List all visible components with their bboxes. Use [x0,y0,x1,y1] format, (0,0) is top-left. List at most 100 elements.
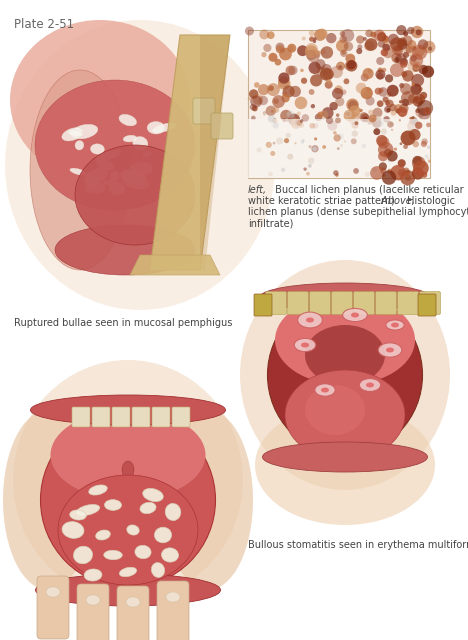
Circle shape [424,107,430,113]
Circle shape [313,123,319,129]
Circle shape [405,175,411,181]
Circle shape [287,44,296,52]
FancyBboxPatch shape [287,291,308,314]
Circle shape [373,128,380,135]
Circle shape [337,147,340,150]
Circle shape [319,110,329,119]
Circle shape [372,122,376,126]
Circle shape [342,51,346,55]
Circle shape [263,44,271,52]
Circle shape [428,47,432,51]
Circle shape [288,45,294,51]
Ellipse shape [255,405,435,525]
Circle shape [321,64,332,75]
Circle shape [285,66,295,76]
Circle shape [411,74,424,86]
Ellipse shape [378,343,402,357]
Ellipse shape [143,151,151,157]
Ellipse shape [154,527,172,543]
Circle shape [320,49,326,54]
Circle shape [366,97,375,106]
Circle shape [387,121,394,128]
Circle shape [387,150,398,161]
Circle shape [313,147,317,151]
Ellipse shape [351,312,359,317]
Circle shape [368,115,376,122]
Circle shape [398,159,406,167]
Circle shape [412,61,421,70]
Circle shape [339,35,347,43]
Circle shape [285,132,291,138]
Circle shape [367,69,372,74]
Ellipse shape [301,342,309,348]
Circle shape [288,66,298,75]
Circle shape [309,123,315,129]
Circle shape [301,114,309,122]
FancyBboxPatch shape [353,291,374,314]
Circle shape [395,108,401,114]
FancyBboxPatch shape [248,119,430,178]
Text: Plate 2-51: Plate 2-51 [14,18,74,31]
Circle shape [272,122,279,129]
Circle shape [400,170,415,186]
Circle shape [309,30,315,36]
Circle shape [302,36,306,40]
Circle shape [272,95,285,108]
Circle shape [422,66,434,77]
Ellipse shape [41,413,215,588]
FancyBboxPatch shape [112,407,130,427]
Circle shape [335,118,341,124]
Circle shape [410,54,423,67]
Circle shape [271,109,274,113]
Circle shape [310,74,322,86]
Circle shape [422,138,428,145]
Circle shape [418,87,423,92]
Circle shape [314,138,317,141]
Circle shape [326,116,333,124]
Circle shape [394,104,402,113]
Ellipse shape [95,150,121,161]
Circle shape [396,25,407,35]
Circle shape [388,169,392,173]
Ellipse shape [3,410,93,590]
Circle shape [278,76,289,88]
Circle shape [334,85,343,94]
Circle shape [401,114,403,117]
Circle shape [382,68,386,72]
FancyBboxPatch shape [72,407,90,427]
Circle shape [295,97,307,109]
Circle shape [421,141,427,147]
Circle shape [418,39,428,50]
Circle shape [311,145,319,152]
Ellipse shape [95,530,110,540]
Ellipse shape [166,592,180,602]
Ellipse shape [122,170,140,177]
Circle shape [377,32,387,42]
Circle shape [336,40,349,52]
Circle shape [278,77,291,90]
Ellipse shape [147,122,165,134]
Circle shape [402,99,409,106]
Ellipse shape [122,461,134,479]
FancyBboxPatch shape [375,291,396,314]
Circle shape [344,109,355,122]
Circle shape [333,131,337,134]
Ellipse shape [30,395,226,425]
Circle shape [422,67,427,72]
Circle shape [273,107,279,113]
Circle shape [317,29,328,40]
Circle shape [399,119,401,122]
Circle shape [408,61,419,72]
Circle shape [427,157,430,160]
Circle shape [400,61,408,68]
Circle shape [408,94,417,103]
Text: Histologic: Histologic [404,196,455,206]
Circle shape [314,29,326,41]
Circle shape [288,114,300,125]
Circle shape [363,37,367,41]
Ellipse shape [51,410,205,500]
Ellipse shape [386,320,404,330]
Ellipse shape [343,308,367,321]
Circle shape [413,141,419,147]
Circle shape [250,95,262,108]
